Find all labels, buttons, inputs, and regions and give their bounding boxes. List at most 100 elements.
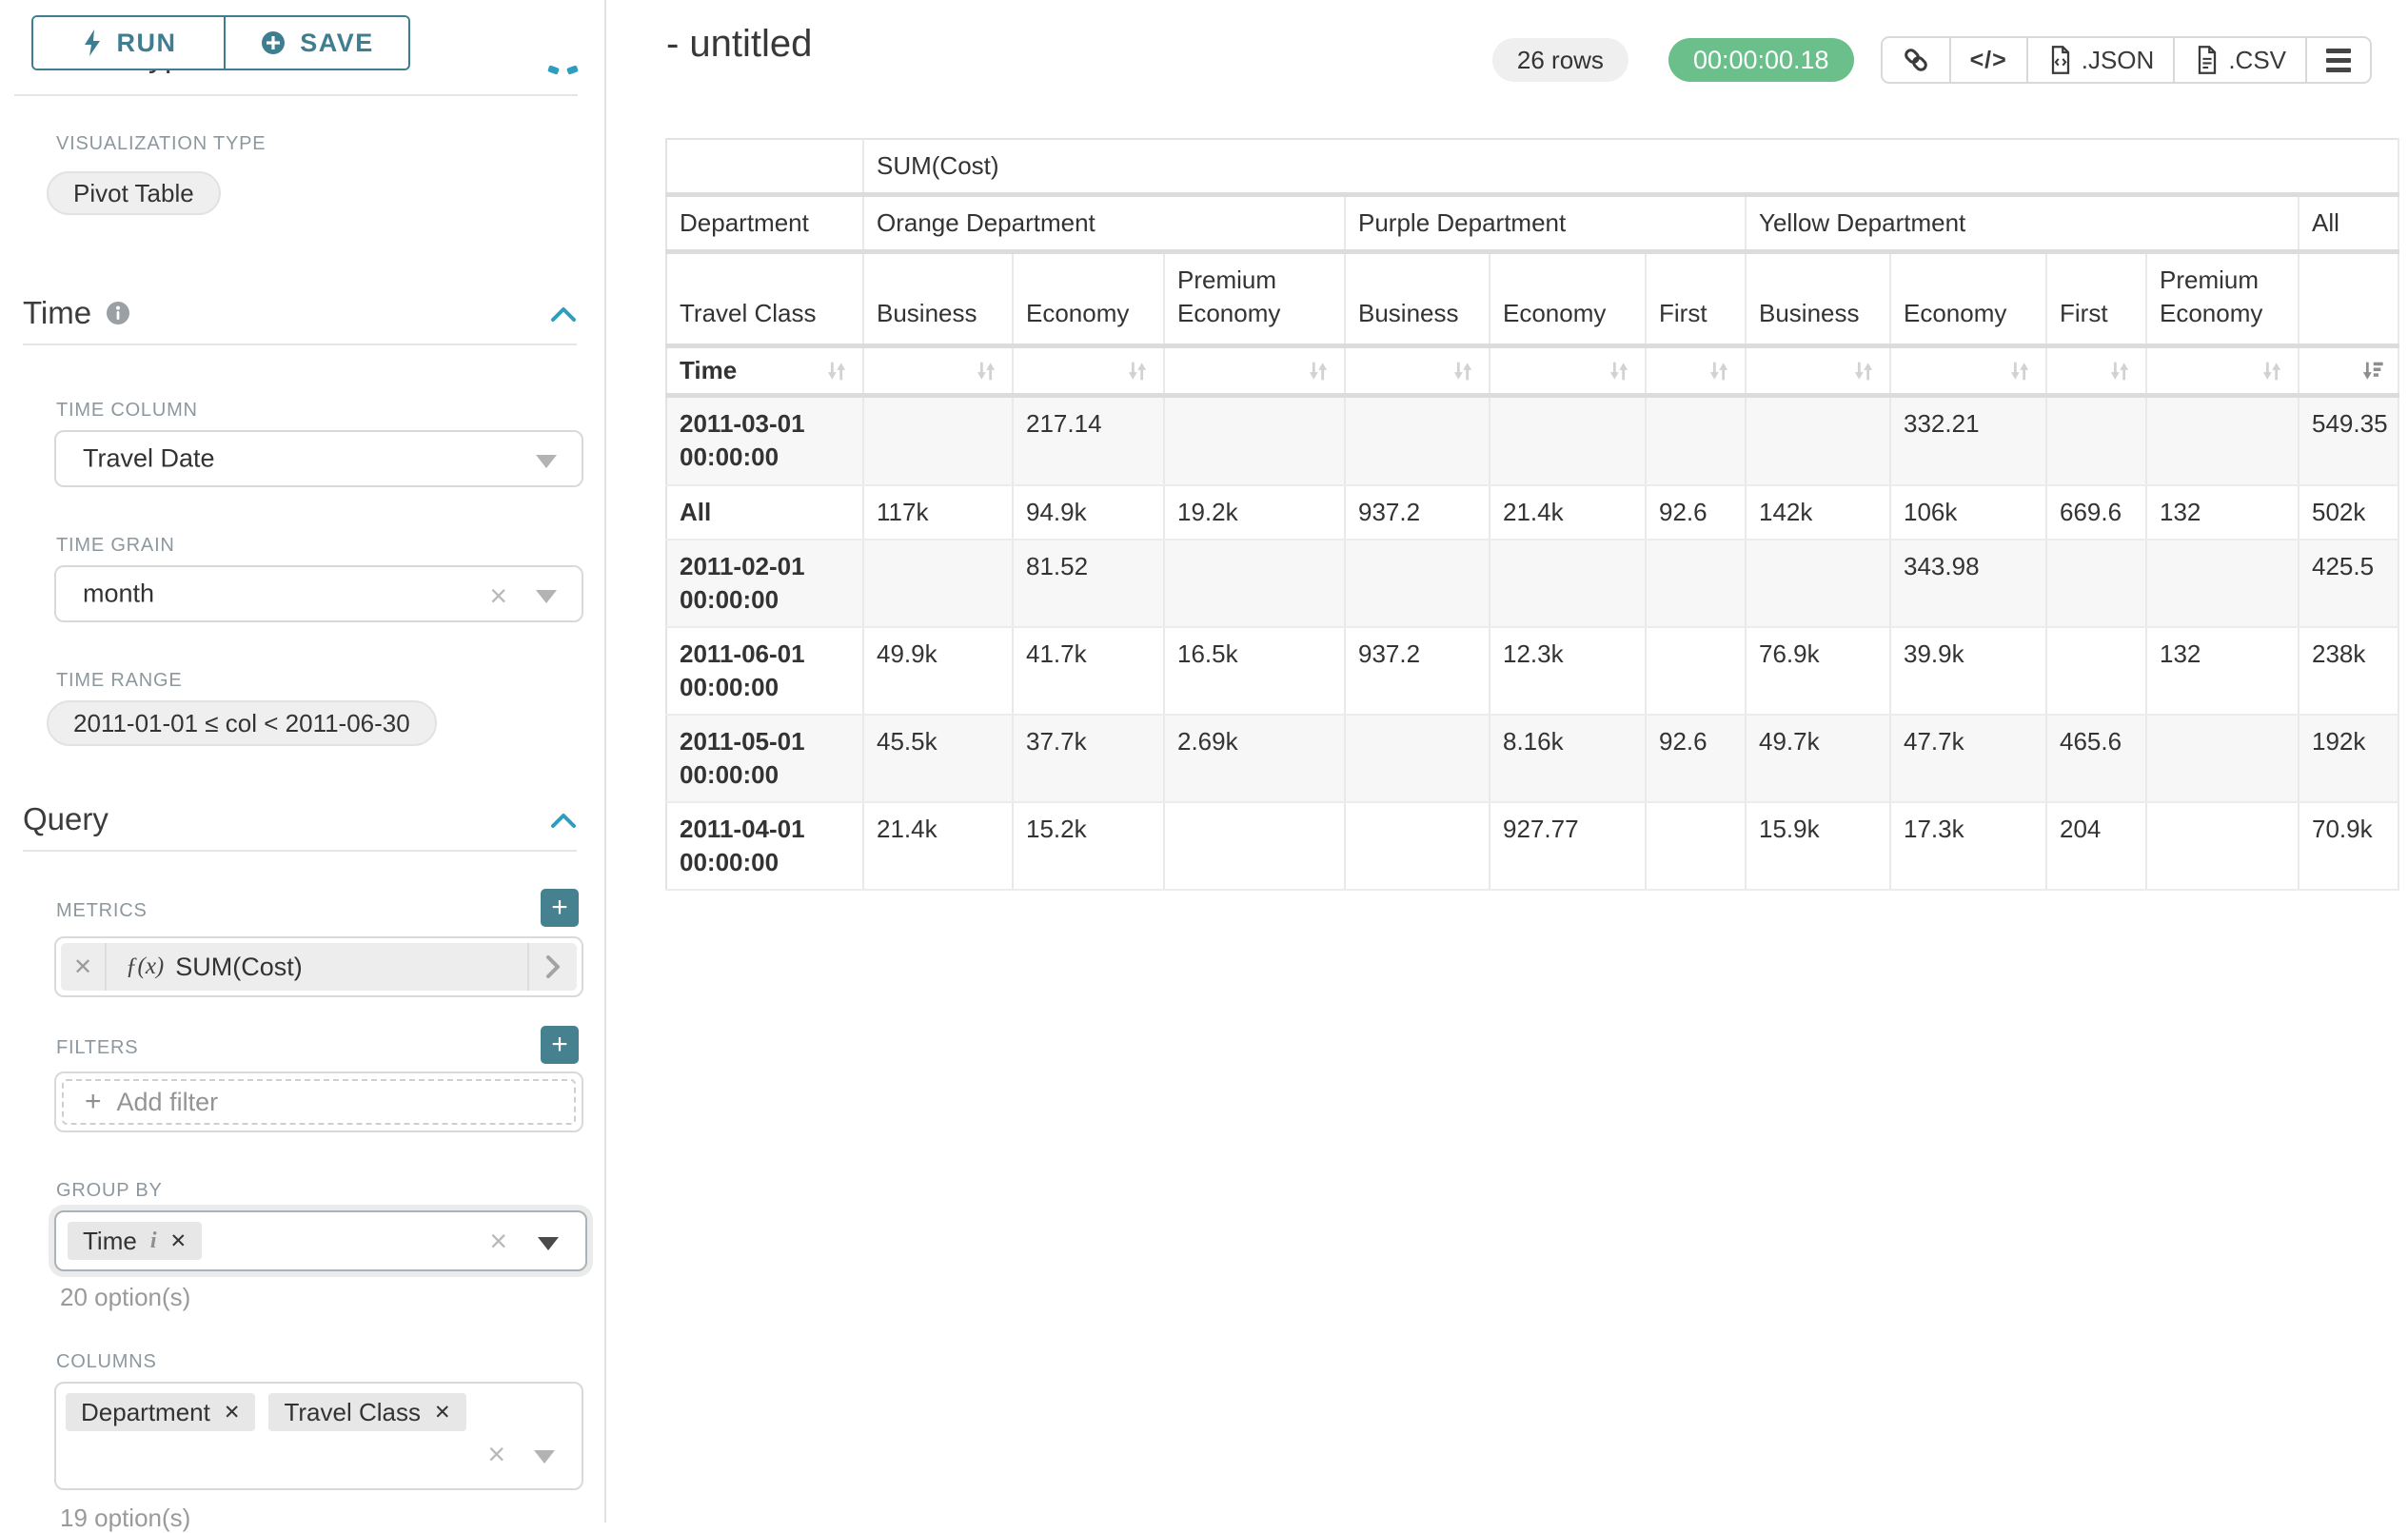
remove-chip-icon[interactable]: ✕ — [169, 1229, 188, 1252]
value-cell — [1746, 539, 1891, 628]
metrics-control: ✕ ƒ(x) SUM(Cost) — [54, 936, 583, 997]
time-grain-select[interactable]: month × — [54, 565, 583, 622]
sort-cell — [1646, 345, 1747, 399]
chart-title[interactable]: - untitled — [666, 23, 813, 65]
sort-both-icon[interactable] — [2106, 358, 2133, 384]
add-filter-button[interactable]: + Add filter — [62, 1079, 576, 1125]
metric-header-cell: SUM(Cost) — [863, 139, 2400, 198]
value-cell — [2146, 395, 2299, 486]
travel-class-cell: Business — [863, 251, 1014, 349]
clear-icon[interactable]: × — [487, 1437, 505, 1471]
value-cell — [1345, 802, 1490, 892]
run-button[interactable]: RUN — [33, 17, 226, 69]
time-column-select[interactable]: Travel Date — [54, 430, 583, 487]
selected-value-chip[interactable]: Travel Class ✕ — [268, 1393, 466, 1431]
sort-cell — [2046, 345, 2147, 399]
save-button[interactable]: SAVE — [226, 17, 408, 69]
value-cell: 12.3k — [1490, 626, 1647, 717]
value-cell: 204 — [2046, 802, 2147, 892]
file-text-icon — [2194, 45, 2220, 75]
function-icon: ƒ(x) — [126, 953, 165, 979]
divider — [23, 344, 577, 345]
remove-chip-icon[interactable]: ✕ — [433, 1401, 451, 1424]
value-cell: 92.6 — [1646, 484, 1747, 540]
value-cell — [2046, 539, 2147, 628]
chevron-up-icon — [566, 65, 579, 75]
sort-cell — [1890, 345, 2047, 399]
time-range-pill[interactable]: 2011-01-01 ≤ col < 2011-06-30 — [47, 700, 437, 746]
lightning-icon — [81, 29, 104, 57]
caret-down-icon — [534, 1450, 555, 1464]
chart-header-toolbar: 26 rows 00:00:00.18 </> — [1491, 36, 2372, 84]
file-code-icon — [2047, 45, 2074, 75]
chart-panel: - untitled 26 rows 00:00:00.18 </> — [608, 0, 2408, 1523]
value-cell: 49.9k — [863, 626, 1014, 717]
table-row: 2011-03-01 00:00:00 217.14 332.21 549.35 — [666, 395, 2400, 486]
value-cell: 41.7k — [1013, 626, 1165, 717]
travel-class-cell: Business — [1345, 251, 1490, 349]
value-cell — [1646, 626, 1747, 717]
value-cell — [1345, 395, 1490, 486]
sort-both-icon[interactable] — [2006, 358, 2033, 384]
sort-cell — [1013, 345, 1165, 399]
selected-value-chip[interactable]: Department ✕ — [66, 1393, 256, 1431]
value-cell: 192k — [2299, 715, 2400, 804]
value-cell: 217.14 — [1013, 395, 1165, 486]
value-cell: 76.9k — [1746, 626, 1891, 717]
chevron-up-icon[interactable] — [548, 303, 579, 325]
menu-button[interactable] — [2305, 38, 2370, 82]
metrics-label: METRICS — [56, 900, 148, 921]
value-cell: 502k — [2299, 484, 2400, 540]
remove-metric-icon[interactable]: ✕ — [61, 943, 107, 991]
value-cell: 425.5 — [2299, 539, 2400, 628]
sort-both-icon[interactable] — [2259, 358, 2285, 384]
value-cell: 937.2 — [1345, 626, 1490, 717]
sort-cell — [2299, 345, 2400, 399]
value-cell: 17.3k — [1890, 802, 2047, 892]
export-csv-button[interactable]: .CSV — [2173, 38, 2305, 82]
sort-desc-icon[interactable] — [2359, 358, 2385, 384]
value-cell: 39.9k — [1890, 626, 2047, 717]
sort-both-icon[interactable] — [823, 358, 850, 384]
sort-both-icon[interactable] — [1850, 358, 1877, 384]
link-icon — [1902, 46, 1930, 74]
clear-icon[interactable]: × — [489, 579, 507, 613]
embed-code-button[interactable]: </> — [1948, 38, 2026, 82]
sort-both-icon[interactable] — [1706, 358, 1732, 384]
travel-class-cell — [2299, 251, 2400, 349]
sort-cell — [1345, 345, 1490, 399]
sort-both-icon[interactable] — [1606, 358, 1632, 384]
share-link-button[interactable] — [1883, 38, 1949, 82]
export-json-button[interactable]: .JSON — [2025, 38, 2174, 82]
filters-label: FILTERS — [56, 1037, 139, 1058]
metric-pill[interactable]: ✕ ƒ(x) SUM(Cost) — [61, 943, 577, 991]
value-cell: 132 — [2146, 484, 2299, 540]
sort-both-icon[interactable] — [973, 358, 999, 384]
remove-chip-icon[interactable]: ✕ — [223, 1401, 241, 1424]
divider — [14, 94, 578, 96]
expand-metric-icon[interactable] — [527, 943, 577, 991]
info-icon — [105, 300, 131, 326]
sort-both-icon[interactable] — [1124, 358, 1151, 384]
value-cell: 927.77 — [1490, 802, 1647, 892]
clear-icon[interactable]: × — [489, 1224, 507, 1258]
row-label-cell: 2011-06-01 00:00:00 — [666, 626, 864, 717]
selected-value-chip[interactable]: Time i ✕ — [68, 1222, 203, 1260]
chevron-up-icon[interactable] — [548, 809, 579, 832]
viz-type-pill[interactable]: Pivot Table — [47, 171, 221, 215]
value-cell — [1646, 802, 1747, 892]
groupby-select[interactable]: Time i ✕ × — [54, 1210, 587, 1271]
add-metric-button[interactable]: + — [541, 889, 579, 927]
value-cell: 45.5k — [863, 715, 1014, 804]
groupby-label: GROUP BY — [56, 1180, 163, 1201]
value-cell: 343.98 — [1890, 539, 2047, 628]
sort-both-icon[interactable] — [1305, 358, 1332, 384]
value-cell — [1345, 715, 1490, 804]
time-grain-label: TIME GRAIN — [56, 535, 175, 556]
sort-both-icon[interactable] — [1450, 358, 1476, 384]
value-cell: 117k — [863, 484, 1014, 540]
add-filter-plus-button[interactable]: + — [541, 1026, 579, 1064]
columns-select[interactable]: Department ✕ Travel Class ✕ × — [54, 1382, 583, 1490]
metric-body[interactable]: ƒ(x) SUM(Cost) — [107, 943, 527, 991]
row-label-cell: 2011-05-01 00:00:00 — [666, 715, 864, 804]
